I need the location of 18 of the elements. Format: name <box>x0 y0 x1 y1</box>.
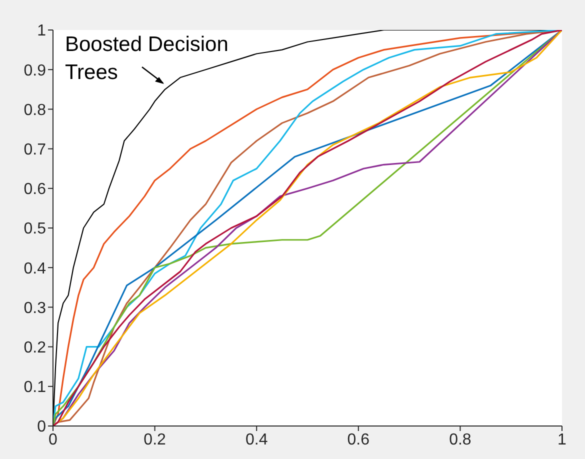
y-tick-label: 0.2 <box>24 339 46 356</box>
y-tick-label: 0.3 <box>24 300 46 317</box>
y-tick-label: 0.9 <box>24 62 46 80</box>
y-tick-label: 0 <box>37 418 46 436</box>
x-tick-label: 0.4 <box>245 431 268 448</box>
y-tick-label: 1 <box>37 22 46 40</box>
y-tick-label: 0.7 <box>24 141 46 158</box>
y-tick-label: 0.5 <box>24 220 46 238</box>
y-tick-label: 0.8 <box>24 102 46 119</box>
x-tick-label: 0.2 <box>144 431 166 448</box>
x-tick-label: 0.6 <box>347 431 370 448</box>
y-tick-label: 0.1 <box>24 379 46 396</box>
y-tick-label: 0.6 <box>24 181 46 198</box>
y-tick-label: 0.4 <box>24 260 46 278</box>
x-tick-label: 0 <box>48 431 58 448</box>
annotation: Boosted Decision Trees <box>64 32 230 86</box>
x-tick-label: 1 <box>558 431 567 448</box>
x-tick-label: 0.8 <box>449 431 472 448</box>
